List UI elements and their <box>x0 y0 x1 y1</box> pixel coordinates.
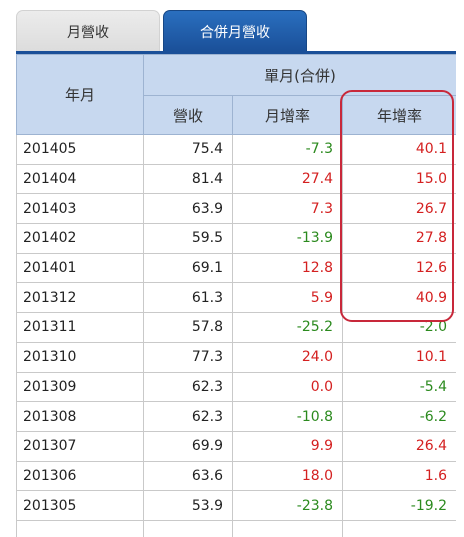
cell-yoy-growth: 26.7 <box>343 194 457 224</box>
cell-revenue: 81.4 <box>144 164 233 194</box>
cell-mom-growth: -10.8 <box>233 402 343 432</box>
cell-year-month: 201403 <box>17 194 144 224</box>
cell-mom-growth: -23.8 <box>233 491 343 521</box>
cell-mom-growth: 5.9 <box>233 283 343 313</box>
cell-revenue <box>144 520 233 537</box>
cell-mom-growth: -13.9 <box>233 224 343 254</box>
cell-year-month: 201308 <box>17 402 144 432</box>
cell-yoy-growth: -5.4 <box>343 372 457 402</box>
cell-revenue: 53.9 <box>144 491 233 521</box>
cell-revenue: 61.3 <box>144 283 233 313</box>
tab-consolidated-monthly-revenue[interactable]: 合併月營收 <box>163 10 307 52</box>
cell-yoy-growth: 27.8 <box>343 224 457 254</box>
cell-year-month: 201310 <box>17 342 144 372</box>
tab-bar: 月營收 合併月營收 <box>16 10 456 52</box>
cell-year-month: 201309 <box>17 372 144 402</box>
table-row <box>17 520 457 537</box>
cell-year-month: 201307 <box>17 431 144 461</box>
tab-monthly-revenue[interactable]: 月營收 <box>16 10 160 52</box>
cell-year-month: 201311 <box>17 313 144 343</box>
cell-yoy-growth: 12.6 <box>343 253 457 283</box>
cell-revenue: 69.9 <box>144 431 233 461</box>
cell-mom-growth: -25.2 <box>233 313 343 343</box>
cell-mom-growth: -7.3 <box>233 135 343 165</box>
table-header: 年月 單月(合併) 營收 月增率 年增率 <box>17 55 457 135</box>
cell-year-month: 201405 <box>17 135 144 165</box>
cell-year-month: 201401 <box>17 253 144 283</box>
cell-yoy-growth: 40.1 <box>343 135 457 165</box>
header-revenue: 營收 <box>144 96 233 135</box>
cell-year-month: 201312 <box>17 283 144 313</box>
cell-yoy-growth: 40.9 <box>343 283 457 313</box>
cell-yoy-growth: -6.2 <box>343 402 457 432</box>
cell-yoy-growth: 10.1 <box>343 342 457 372</box>
cell-mom-growth: 24.0 <box>233 342 343 372</box>
cell-revenue: 62.3 <box>144 402 233 432</box>
cell-mom-growth: 18.0 <box>233 461 343 491</box>
cell-year-month <box>17 520 144 537</box>
cell-revenue: 75.4 <box>144 135 233 165</box>
header-year-month: 年月 <box>17 55 144 135</box>
cell-yoy-growth: -19.2 <box>343 491 457 521</box>
cell-revenue: 59.5 <box>144 224 233 254</box>
cell-mom-growth: 12.8 <box>233 253 343 283</box>
cell-revenue: 77.3 <box>144 342 233 372</box>
cell-mom-growth: 0.0 <box>233 372 343 402</box>
cell-yoy-growth: 15.0 <box>343 164 457 194</box>
cell-mom-growth: 7.3 <box>233 194 343 224</box>
cell-mom-growth <box>233 520 343 537</box>
cell-year-month: 201305 <box>17 491 144 521</box>
cell-year-month: 201306 <box>17 461 144 491</box>
cell-mom-growth: 27.4 <box>233 164 343 194</box>
cell-yoy-growth: 1.6 <box>343 461 457 491</box>
cell-yoy-growth: -2.0 <box>343 313 457 343</box>
cell-mom-growth: 9.9 <box>233 431 343 461</box>
cell-year-month: 201404 <box>17 164 144 194</box>
cell-revenue: 63.6 <box>144 461 233 491</box>
cell-revenue: 62.3 <box>144 372 233 402</box>
cell-yoy-growth <box>343 520 457 537</box>
header-yoy-growth: 年增率 <box>343 96 457 135</box>
cell-year-month: 201402 <box>17 224 144 254</box>
cell-revenue: 63.9 <box>144 194 233 224</box>
cell-revenue: 57.8 <box>144 313 233 343</box>
header-mom-growth: 月增率 <box>233 96 343 135</box>
header-single-month-consolidated: 單月(合併) <box>144 55 457 96</box>
cell-revenue: 69.1 <box>144 253 233 283</box>
cell-yoy-growth: 26.4 <box>343 431 457 461</box>
